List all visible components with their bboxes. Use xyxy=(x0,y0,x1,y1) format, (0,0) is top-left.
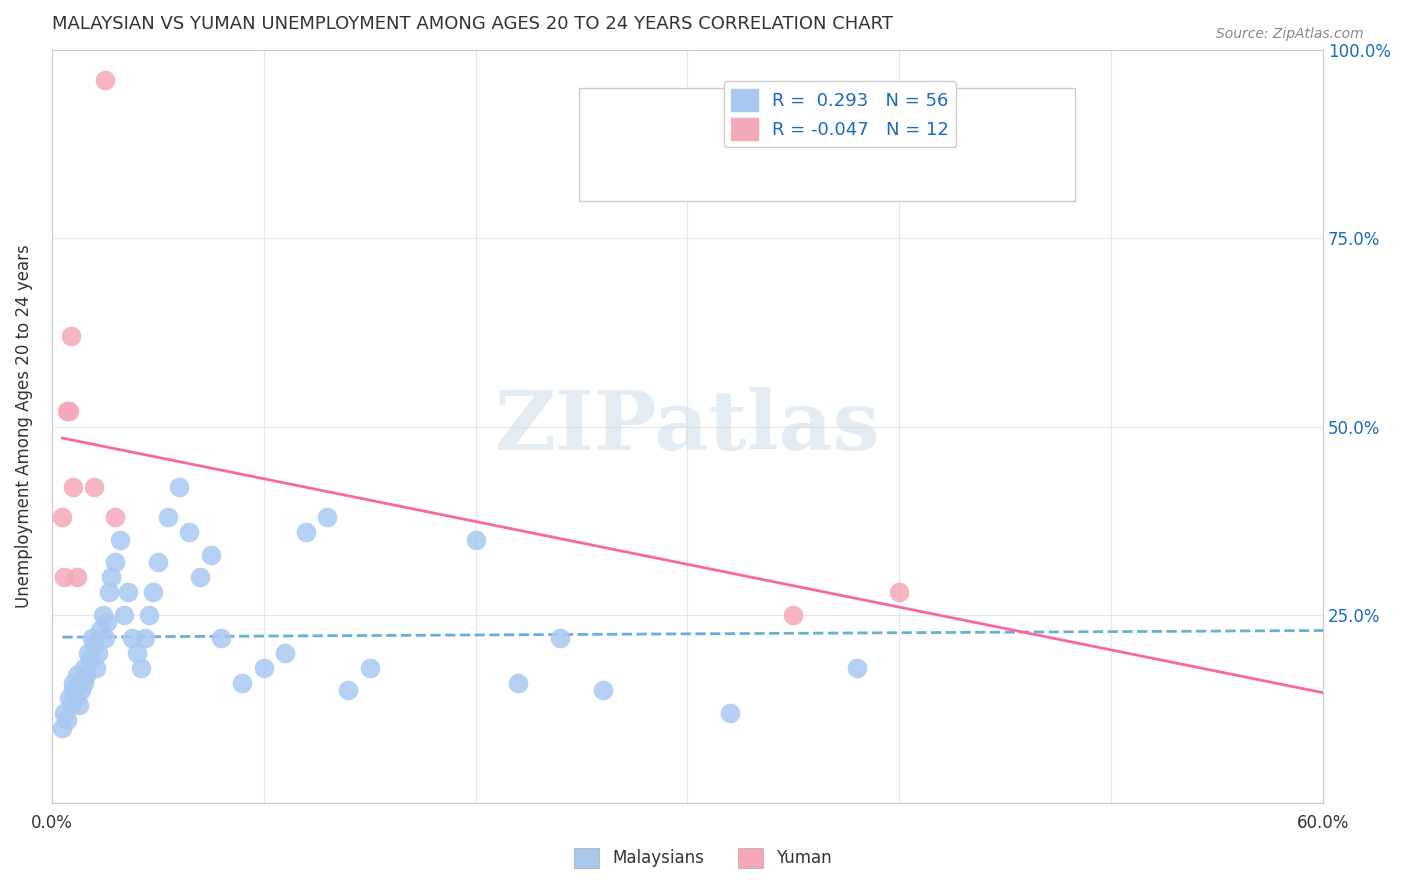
Point xyxy=(83,638,105,652)
Point xyxy=(359,661,381,675)
Point xyxy=(718,706,741,720)
Point xyxy=(72,661,94,675)
Point xyxy=(76,646,98,660)
Point xyxy=(55,404,77,418)
Point xyxy=(253,661,276,675)
Point xyxy=(51,721,73,735)
Point xyxy=(75,668,97,682)
Point xyxy=(592,683,614,698)
Point xyxy=(889,585,911,599)
Point xyxy=(70,683,93,698)
Point xyxy=(104,555,127,569)
Point xyxy=(112,607,135,622)
Legend: Malaysians, Yuman: Malaysians, Yuman xyxy=(568,841,838,875)
Point xyxy=(188,570,211,584)
Point xyxy=(58,404,80,418)
Point xyxy=(62,480,84,494)
Point xyxy=(146,555,169,569)
Point xyxy=(80,631,103,645)
Point xyxy=(67,698,90,713)
Point xyxy=(84,661,107,675)
Point xyxy=(167,480,190,494)
Point xyxy=(66,668,89,682)
Point xyxy=(66,570,89,584)
Point xyxy=(117,585,139,599)
Point xyxy=(58,690,80,705)
Point xyxy=(157,510,180,524)
Point xyxy=(337,683,360,698)
Point xyxy=(274,646,297,660)
Point xyxy=(53,706,76,720)
Point xyxy=(316,510,339,524)
Text: Source: ZipAtlas.com: Source: ZipAtlas.com xyxy=(1216,27,1364,41)
Point xyxy=(59,329,82,343)
Point xyxy=(142,585,165,599)
Point xyxy=(93,73,115,87)
Point xyxy=(464,533,486,547)
Point xyxy=(782,607,804,622)
Point xyxy=(125,646,148,660)
Y-axis label: Unemployment Among Ages 20 to 24 years: Unemployment Among Ages 20 to 24 years xyxy=(15,244,32,608)
FancyBboxPatch shape xyxy=(579,87,1076,201)
Point xyxy=(72,675,94,690)
Point xyxy=(129,661,152,675)
Point xyxy=(121,631,143,645)
Point xyxy=(62,675,84,690)
Point xyxy=(506,675,529,690)
Point xyxy=(62,683,84,698)
Point xyxy=(53,570,76,584)
Point xyxy=(51,510,73,524)
Point xyxy=(91,607,114,622)
Point xyxy=(295,524,318,539)
Legend: R =  0.293   N = 56, R = -0.047   N = 12: R = 0.293 N = 56, R = -0.047 N = 12 xyxy=(724,81,956,147)
Point xyxy=(231,675,253,690)
Point xyxy=(846,661,869,675)
Point xyxy=(87,646,110,660)
Point xyxy=(209,631,232,645)
Point xyxy=(138,607,160,622)
Point xyxy=(93,631,115,645)
Point xyxy=(79,653,101,667)
Point xyxy=(89,623,111,637)
Text: MALAYSIAN VS YUMAN UNEMPLOYMENT AMONG AGES 20 TO 24 YEARS CORRELATION CHART: MALAYSIAN VS YUMAN UNEMPLOYMENT AMONG AG… xyxy=(52,15,893,33)
Text: ZIPatlas: ZIPatlas xyxy=(495,386,880,467)
Point xyxy=(179,524,201,539)
Point xyxy=(96,615,118,630)
Point xyxy=(134,631,156,645)
Point xyxy=(104,510,127,524)
Point xyxy=(59,698,82,713)
Point xyxy=(97,585,120,599)
Point xyxy=(108,533,131,547)
Point xyxy=(83,480,105,494)
Point xyxy=(200,548,222,562)
Point xyxy=(550,631,572,645)
Point xyxy=(100,570,122,584)
Point xyxy=(55,714,77,728)
Point xyxy=(63,690,86,705)
